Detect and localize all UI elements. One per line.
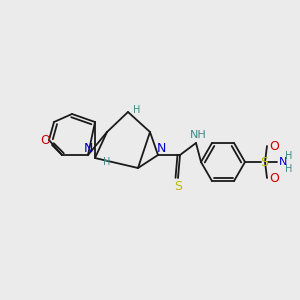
Text: N: N — [279, 157, 287, 167]
Text: H: H — [285, 151, 293, 161]
Text: O: O — [40, 134, 50, 148]
Text: H: H — [285, 164, 293, 174]
Text: N: N — [156, 142, 166, 154]
Text: N: N — [83, 142, 93, 154]
Text: NH: NH — [190, 130, 206, 140]
Text: H: H — [103, 157, 111, 167]
Text: H: H — [133, 105, 141, 115]
Text: S: S — [260, 155, 268, 169]
Text: S: S — [174, 181, 182, 194]
Text: O: O — [269, 172, 279, 184]
Text: O: O — [269, 140, 279, 152]
